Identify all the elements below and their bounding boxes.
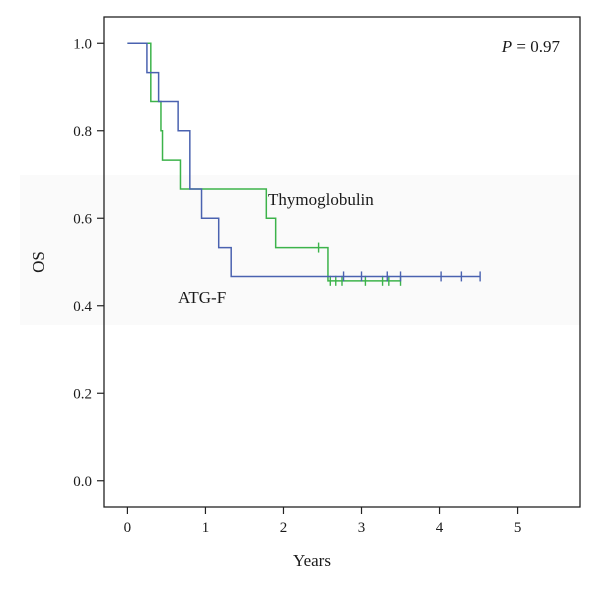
y-tick-label: 0.0 [73, 474, 92, 490]
plot-background [20, 175, 580, 325]
p-value-annotation: P = 0.97 [501, 37, 561, 56]
survival-curve-thymoglobulin [127, 42, 401, 282]
x-tick-label: 1 [202, 520, 210, 536]
y-axis-title: OS [29, 251, 48, 273]
x-tick-label: 2 [280, 520, 288, 536]
y-axis-ticks: 0.0 0.2 0.4 0.6 0.8 1.0 [73, 36, 104, 490]
series-label-thymoglobulin: Thymoglobulin [268, 190, 374, 209]
survival-curve-atg-f [127, 42, 481, 278]
y-tick-label: 0.8 [73, 124, 92, 140]
x-axis-title: Years [293, 551, 331, 570]
p-value-symbol: P [501, 37, 512, 56]
x-tick-label: 4 [436, 520, 444, 536]
y-tick-label: 1.0 [73, 36, 92, 52]
plot-frame [103, 16, 581, 508]
y-tick-label: 0.2 [73, 386, 92, 402]
x-tick-label: 0 [124, 520, 132, 536]
x-axis-ticks: 0 1 2 3 4 5 [124, 507, 522, 536]
y-tick-label: 0.6 [73, 211, 92, 227]
series-label-atg-f: ATG-F [178, 288, 226, 307]
y-tick-label: 0.4 [73, 299, 92, 315]
p-value-number: = 0.97 [512, 37, 560, 56]
x-tick-label: 5 [514, 520, 522, 536]
x-tick-label: 3 [358, 520, 366, 536]
series-layer [127, 42, 481, 286]
